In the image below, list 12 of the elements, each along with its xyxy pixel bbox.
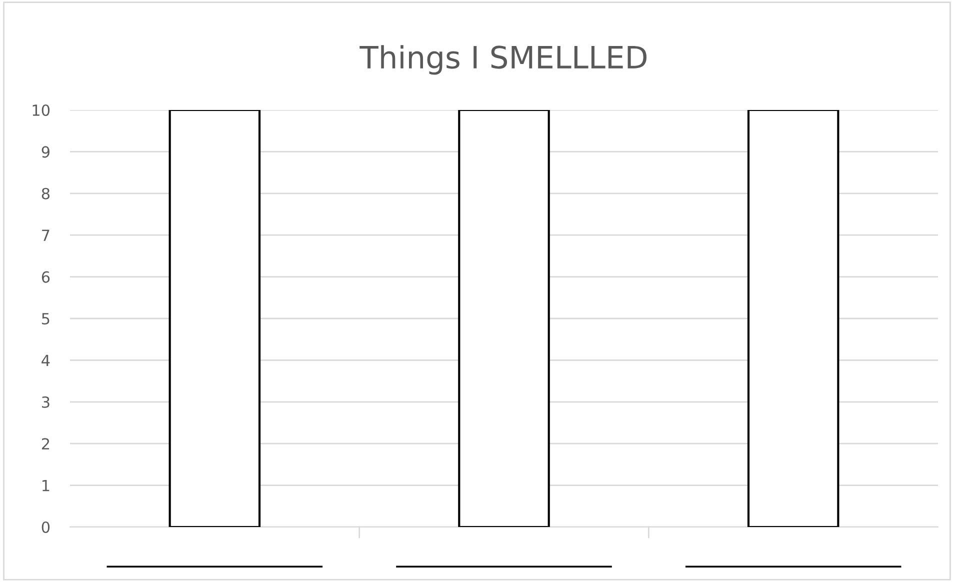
y-tick-label: 1 [42,480,50,492]
y-tick-label: 8 [42,188,50,200]
y-tick-label: 0 [42,521,50,534]
y-tick-label: 2 [42,438,50,450]
y-tick-label: 9 [42,146,50,158]
y-tick-label: 4 [42,354,50,366]
y-tick-label: 5 [42,313,50,325]
y-tick-label: 7 [42,230,50,241]
y-tick-label: 6 [42,271,50,283]
y-tick-label: 10 [32,104,50,116]
y-tick-label: 3 [42,396,50,408]
chart-title: Things I SMELLLED [360,45,646,75]
